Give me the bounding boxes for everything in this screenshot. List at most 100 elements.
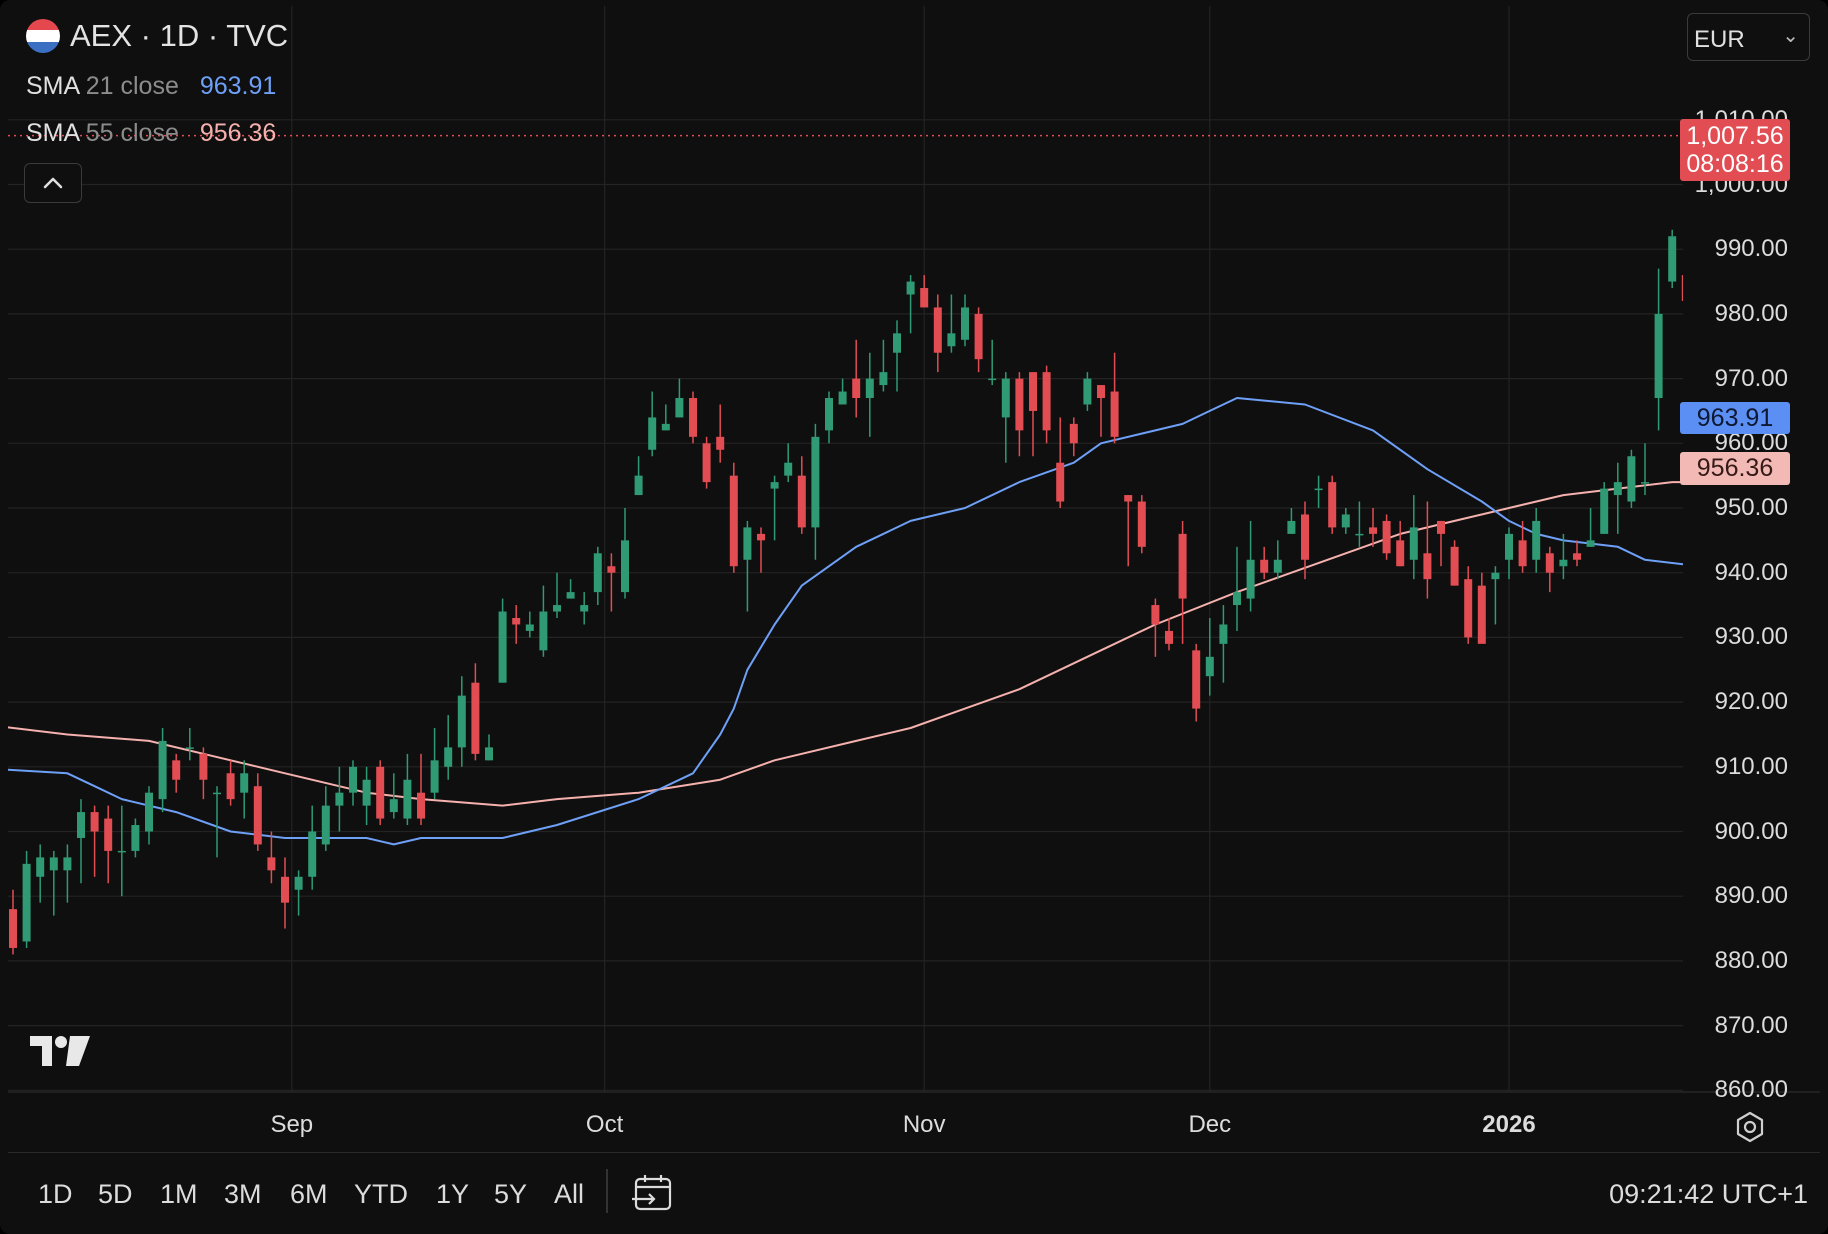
range-button-1m[interactable]: 1M (160, 1179, 198, 1209)
candle-body (49, 857, 58, 871)
candle-body (607, 566, 616, 573)
sma21-price-badge: 963.91 (1680, 402, 1790, 434)
candle-body (1423, 553, 1432, 580)
candle-body (1151, 605, 1160, 625)
candle-body (185, 747, 194, 749)
candle (158, 727, 167, 813)
candle (566, 579, 575, 599)
range-button-all[interactable]: All (554, 1179, 585, 1209)
range-button-ytd[interactable]: YTD (354, 1179, 408, 1209)
candle-body (1287, 520, 1296, 534)
candle (1355, 501, 1364, 547)
candle-body (117, 850, 126, 853)
candle-body (743, 527, 752, 560)
candle (430, 727, 439, 800)
price-tick-label: 950.00 (1714, 494, 1788, 521)
range-button-5d[interactable]: 5D (98, 1179, 133, 1209)
clock[interactable]: 09:21:42 UTC+1 (1609, 1179, 1808, 1209)
candle (1219, 605, 1228, 683)
candle (1450, 540, 1459, 586)
candle-body (702, 443, 711, 483)
settings-icon[interactable] (1733, 1110, 1767, 1144)
candle-body (947, 333, 956, 347)
candle (403, 753, 412, 826)
candle-body (1545, 553, 1554, 573)
candle-body (974, 313, 983, 360)
candle (1437, 520, 1445, 567)
candle (1287, 508, 1296, 534)
candle-body (1382, 520, 1391, 554)
candle (933, 294, 942, 373)
candle-body (838, 391, 847, 405)
candle (539, 585, 548, 657)
plot-area (8, 134, 1683, 955)
bar-countdown: 08:08:16 (1686, 150, 1784, 178)
candle (444, 715, 453, 780)
candle (1613, 462, 1622, 534)
candle-body (988, 378, 997, 381)
collapse-legend-button[interactable] (24, 163, 82, 203)
range-button-3m[interactable]: 3M (224, 1179, 262, 1209)
candle (417, 753, 425, 826)
currency-value: EUR (1694, 26, 1745, 53)
range-button-6m[interactable]: 6M (290, 1179, 328, 1209)
candle (104, 805, 113, 884)
candle (457, 676, 466, 767)
candle (226, 760, 235, 806)
candle-body (1341, 514, 1350, 528)
symbol-title[interactable]: AEX · 1D · TVC (70, 18, 289, 53)
candle (1124, 495, 1133, 567)
candle (498, 598, 507, 683)
candle (1627, 449, 1636, 508)
last-price-value: 1,007.56 (1686, 122, 1784, 150)
candle-body (1069, 423, 1078, 444)
price-tick-label: 980.00 (1714, 299, 1788, 327)
candle-body (213, 792, 221, 795)
candle-body (852, 378, 861, 399)
candle-body (1641, 482, 1649, 484)
candle-body (240, 773, 249, 793)
sma55-legend[interactable]: SMA 55 close 956.36 (26, 119, 276, 148)
candle (321, 786, 330, 851)
candle (879, 339, 888, 392)
candle-body (1029, 372, 1037, 411)
candle-body (1301, 514, 1309, 560)
candle (36, 844, 45, 903)
candle (1545, 546, 1554, 593)
candle (621, 508, 629, 599)
candle (852, 339, 861, 418)
range-button-1d[interactable]: 1D (38, 1179, 73, 1209)
range-button-1y[interactable]: 1Y (436, 1179, 470, 1209)
candle (1083, 372, 1092, 411)
sma21-legend[interactable]: SMA 21 close 963.91 (26, 72, 276, 101)
candle (1273, 540, 1282, 580)
candle-body (417, 792, 425, 819)
price-tick-label: 940.00 (1714, 558, 1788, 586)
candle-body (1573, 553, 1581, 560)
candle-body (1437, 520, 1445, 534)
chevron-up-icon (43, 177, 63, 189)
go-to-date-icon[interactable] (632, 1173, 674, 1213)
candle-body (158, 740, 167, 800)
candle-body (1246, 559, 1255, 599)
candle (1110, 352, 1119, 444)
candle (1654, 268, 1663, 431)
candle-body (716, 436, 725, 450)
candle-body (63, 857, 72, 871)
currency-select[interactable]: EUR ⌄ (1687, 13, 1810, 61)
candle (893, 320, 901, 392)
candle (1192, 643, 1201, 722)
candle (770, 475, 779, 541)
candle-body (1396, 540, 1405, 567)
candle (485, 734, 493, 761)
candle-body (199, 753, 208, 780)
candle (1559, 533, 1568, 580)
range-button-5y[interactable]: 5Y (494, 1179, 528, 1209)
tradingview-logo[interactable] (30, 1034, 94, 1070)
candle-body (1097, 385, 1105, 399)
candle-body (784, 462, 793, 476)
candle (865, 352, 874, 437)
candle-body (1328, 482, 1337, 528)
